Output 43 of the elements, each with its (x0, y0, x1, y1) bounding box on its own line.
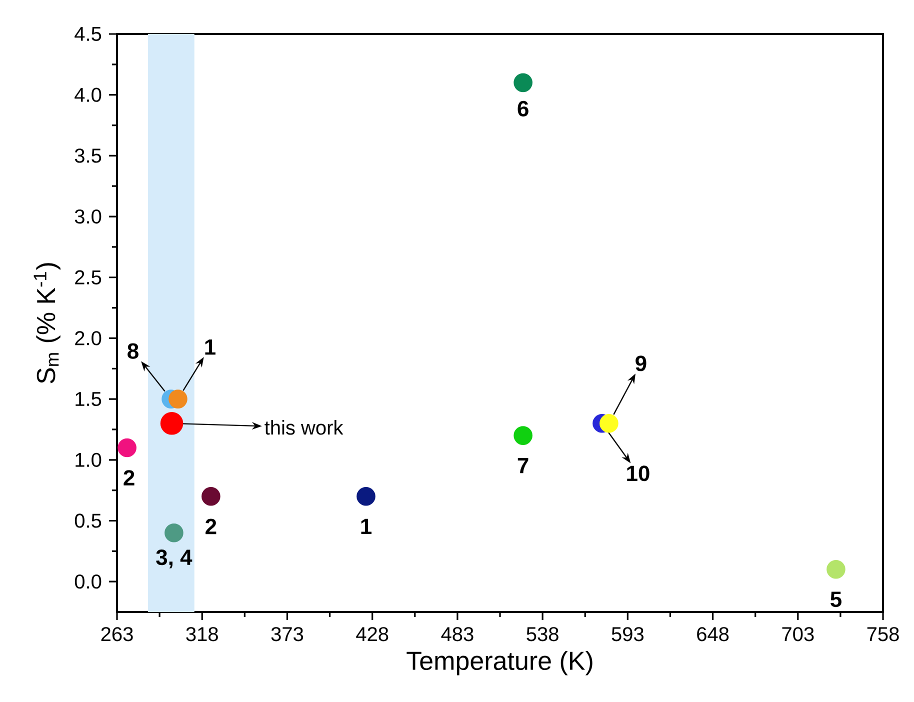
annotation: 8 (128, 343, 138, 359)
y-tick-label: 4.5 (74, 27, 102, 41)
annotation: 9 (636, 356, 646, 372)
x-tick-label: 263 (101, 627, 133, 642)
annotation: 2 (206, 518, 216, 534)
annotation: 3, 4 (156, 550, 192, 568)
x-tick-label: 318 (186, 627, 218, 642)
point (514, 73, 532, 92)
point (164, 524, 184, 542)
x-tick-label: 428 (356, 627, 388, 642)
y-tick-label: 1.0 (76, 452, 102, 467)
x-tick-label: 593 (612, 627, 644, 642)
annotation: 10 (627, 466, 650, 482)
annotation: 1 (205, 340, 216, 355)
x-tick-label: 648 (697, 627, 729, 642)
point (356, 486, 376, 506)
y-tick-label: 2.0 (75, 331, 102, 346)
annotation: 2 (124, 470, 134, 486)
x-tick-label: 758 (867, 627, 899, 642)
point (168, 390, 188, 408)
x-tick-label: 538 (526, 627, 558, 642)
point (826, 560, 846, 579)
annotation: 5 (830, 592, 842, 608)
point (600, 414, 618, 433)
annotation: this work (264, 420, 344, 435)
y-tick-label: 2.5 (75, 270, 102, 284)
annotation: 6 (518, 100, 528, 116)
y-tick-label: 3.0 (74, 209, 102, 224)
x-tick-label: 373 (271, 627, 304, 642)
point (118, 438, 136, 458)
x-tick-label: 703 (782, 627, 814, 642)
y-tick-label: 4.0 (74, 88, 102, 102)
x-tick-label: 483 (441, 627, 474, 642)
y-tick-label: 0.0 (74, 574, 102, 589)
y-tick-label: 1.5 (76, 392, 102, 406)
y-tick-label: 0.5 (74, 514, 102, 528)
y-tick-label: 3.5 (74, 148, 102, 163)
annotation: 1 (361, 518, 372, 534)
y-axis-title: S$_{m}$ (% K$^{-1}$) (34, 263, 60, 384)
point (202, 486, 220, 506)
annotation: 7 (518, 458, 528, 474)
point (514, 426, 532, 445)
x-axis-title: Temperature (K) (406, 650, 592, 676)
